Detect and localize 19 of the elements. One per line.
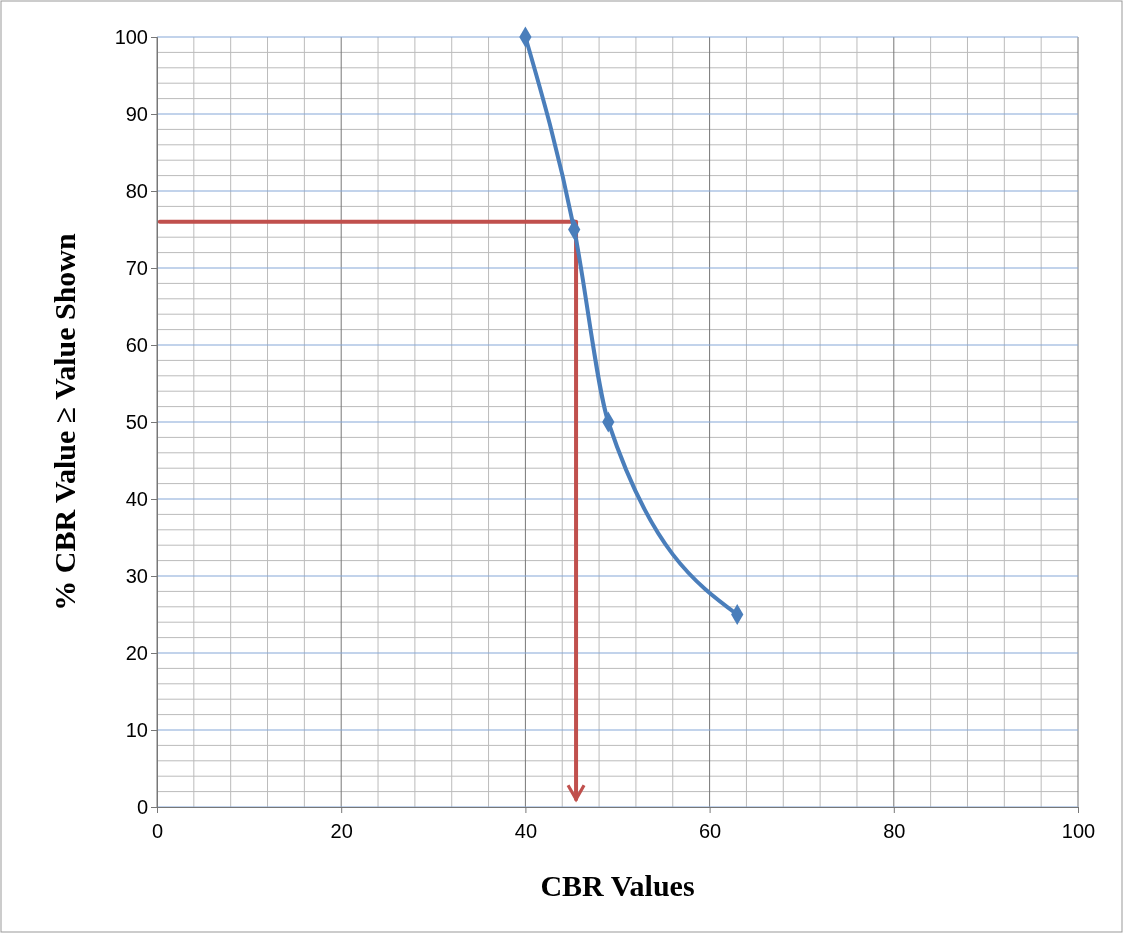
x-axis-title: CBR Values [540, 869, 695, 902]
y-tick-label: 40 [125, 487, 148, 510]
x-tick-label: 60 [698, 820, 722, 842]
y-tick-label: 30 [125, 564, 148, 587]
y-tick-label: 0 [136, 795, 148, 818]
x-tick-label: 80 [883, 820, 906, 842]
y-tick-label: 60 [125, 333, 148, 356]
y-tick-label: 70 [125, 256, 148, 279]
y-axis-title: % CBR Value ≥ Value Shown [48, 232, 81, 611]
y-tick-label: 90 [125, 102, 148, 125]
y-tick-label: 20 [125, 641, 148, 664]
x-tick-label: 100 [1061, 820, 1096, 842]
y-tick-label: 100 [114, 25, 148, 48]
x-tick-label: 0 [151, 820, 164, 842]
x-tick-label: 20 [330, 820, 353, 842]
x-tick-label: 40 [514, 820, 538, 842]
y-tick-label: 50 [125, 410, 148, 433]
y-tick-label: 80 [125, 179, 148, 202]
y-tick-label: 10 [125, 718, 148, 741]
